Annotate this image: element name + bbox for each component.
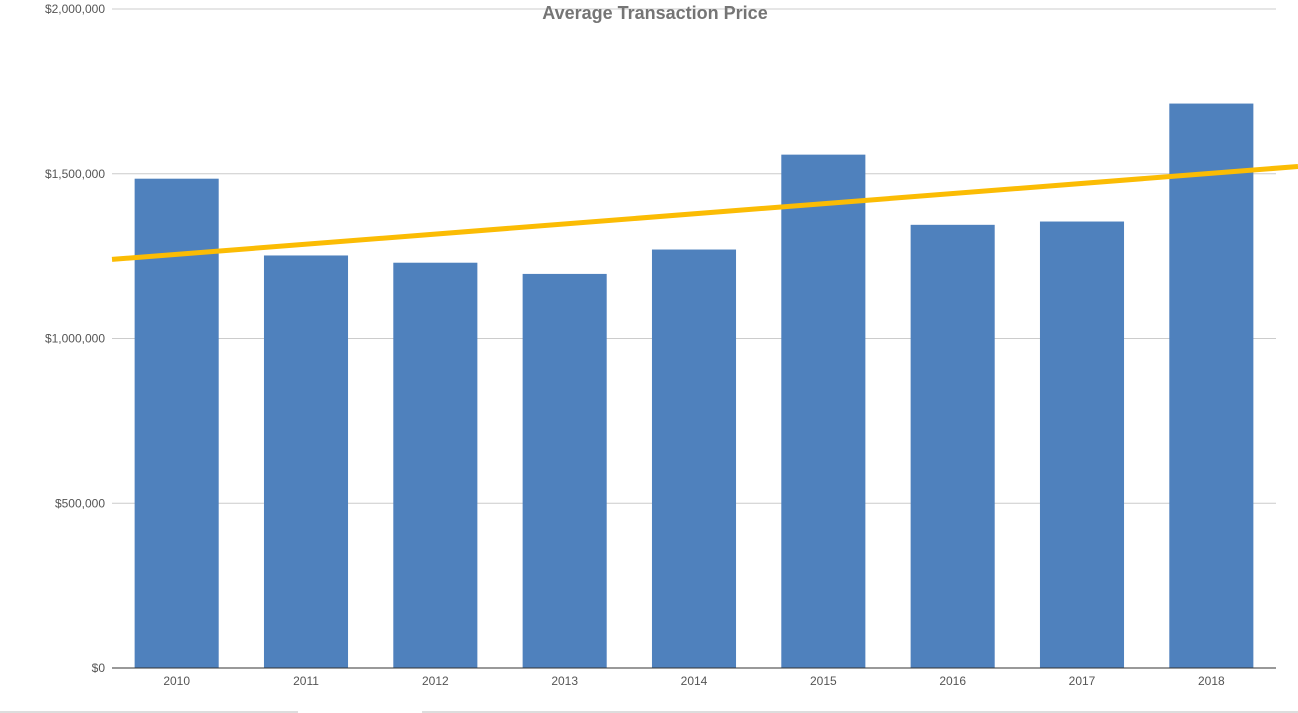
bar-2013 [522, 273, 607, 668]
x-tick-label: 2015 [810, 674, 837, 688]
bar-2011 [263, 255, 349, 668]
bar-2018 [1169, 103, 1254, 668]
bar-2010 [134, 178, 219, 668]
bars [134, 103, 1254, 668]
bar-2017 [1039, 221, 1125, 668]
x-tick-label: 2018 [1198, 674, 1225, 688]
y-tick-label: $1,500,000 [45, 167, 105, 181]
chart-title: Average Transaction Price [542, 3, 767, 23]
bar-2015 [781, 154, 866, 668]
bar-2012 [393, 262, 478, 668]
x-tick-label: 2017 [1069, 674, 1096, 688]
x-tick-label: 2010 [163, 674, 190, 688]
y-axis-ticks: $0 $500,000 $1,000,000 $1,500,000 $2,000,000 [45, 2, 105, 675]
bar-2016 [910, 224, 995, 668]
x-tick-label: 2013 [551, 674, 578, 688]
y-tick-label: $2,000,000 [45, 2, 105, 16]
x-tick-label: 2016 [939, 674, 966, 688]
trend-line [111, 164, 1298, 262]
y-tick-label: $1,000,000 [45, 332, 105, 346]
bar-2014 [651, 249, 737, 668]
x-tick-label: 2014 [681, 674, 708, 688]
y-tick-label: $500,000 [55, 496, 105, 510]
y-tick-label: $0 [92, 661, 106, 675]
x-axis-ticks: 2010 2011 2012 2013 2014 2015 2016 2017 2018 [163, 674, 1225, 688]
x-tick-label: 2011 [293, 674, 319, 688]
x-tick-label: 2012 [422, 674, 449, 688]
